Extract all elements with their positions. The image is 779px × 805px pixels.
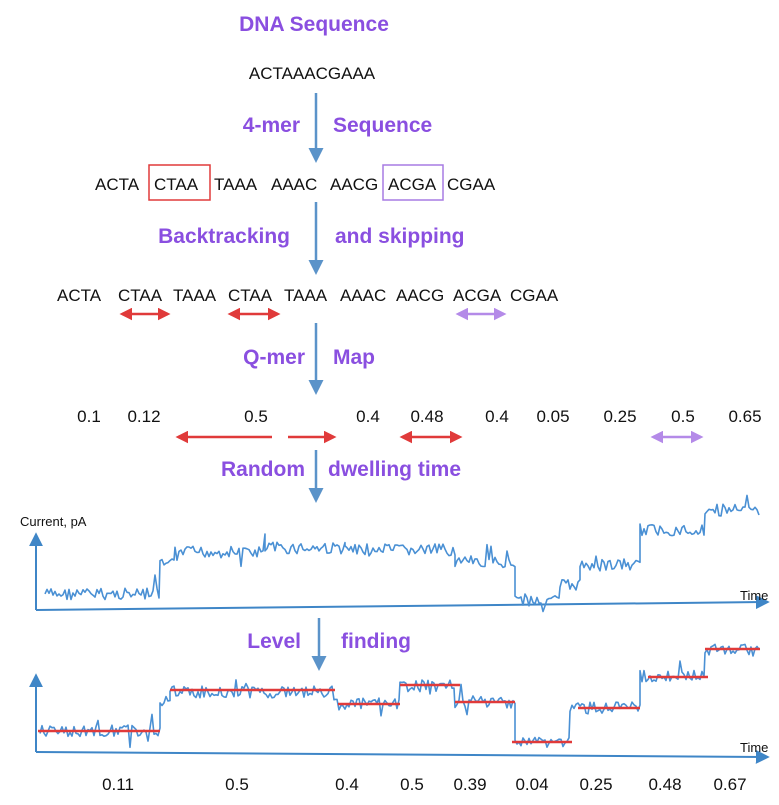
qmer-value: 0.4 [485,407,509,426]
qmer-value: 0.25 [603,407,636,426]
level-chart: Time [29,643,770,764]
signal-x-label: Time [740,588,768,603]
backtrack-item: AACG [396,286,444,305]
kmer-highlight-box-purple [382,164,444,201]
kmer-label-left: 4-mer [243,114,300,137]
qmer-label-right: Map [333,346,375,369]
qmer-value: 0.05 [536,407,569,426]
level-value: 0.67 [713,775,746,794]
level-x-axis [35,749,770,764]
kmer-item: CGAA [447,175,496,194]
dna-sequence-text: ACTAAACGAAA [249,64,376,83]
level-label-right: finding [341,630,411,653]
backtrack-item: TAAA [284,286,328,305]
kmer-item: TAAA [214,175,258,194]
backtrack-row: ACTA CTAA TAAA CTAA TAAA AAAC AACG ACGA … [57,286,559,321]
level-value: 0.11 [102,775,134,794]
level-trace [39,643,760,749]
signal-x-axis [35,595,770,611]
signal-y-label: Current, pA [20,514,87,529]
kmer-item: CTAA [154,175,199,194]
qmer-value: 0.65 [728,407,761,426]
kmer-item: AACG [330,175,378,194]
level-value: 0.48 [648,775,681,794]
level-value: 0.5 [400,775,424,794]
kmer-highlight-box-red [148,164,211,201]
backtrack-item: CTAA [118,286,163,305]
level-value: 0.5 [225,775,249,794]
level-value-row: 0.11 0.5 0.4 0.5 0.39 0.04 0.25 0.48 0.6… [102,775,746,794]
backtrack-item: CTAA [228,286,273,305]
level-value: 0.4 [335,775,359,794]
qmer-row: 0.1 0.12 0.5 0.4 0.48 0.4 0.05 0.25 0.5 … [77,407,762,444]
backtrack-item: ACGA [453,286,502,305]
kmer-item: ACGA [388,175,437,194]
signal-trace [44,494,760,613]
dna-sequence-title: DNA Sequence [239,13,389,36]
backtrack-item: AAAC [340,286,386,305]
backtrack-item: ACTA [57,286,102,305]
level-value: 0.25 [579,775,612,794]
dwell-label-left: Random [221,458,305,481]
backtrack-label-right: and skipping [335,225,465,248]
qmer-value: 0.12 [127,407,160,426]
qmer-value: 0.5 [244,407,268,426]
level-value: 0.39 [453,775,486,794]
qmer-label-left: Q-mer [243,346,305,369]
backtrack-item: TAAA [173,286,217,305]
kmer-item: ACTA [95,175,140,194]
kmer-label-right: Sequence [333,114,432,137]
level-label-left: Level [247,630,301,653]
kmer-item: AAAC [271,175,317,194]
level-x-label: Time [740,740,768,755]
qmer-value: 0.5 [671,407,695,426]
qmer-value: 0.4 [356,407,380,426]
backtrack-label-left: Backtracking [158,225,290,248]
signal-chart: Current, pA Time [20,494,770,613]
qmer-value: 0.1 [77,407,101,426]
dwell-label-right: dwelling time [328,458,461,481]
kmer-row: ACTA CTAA TAAA AAAC AACG ACGA CGAA [95,164,496,201]
qmer-value: 0.48 [410,407,443,426]
level-value: 0.04 [515,775,548,794]
backtrack-item: CGAA [510,286,559,305]
